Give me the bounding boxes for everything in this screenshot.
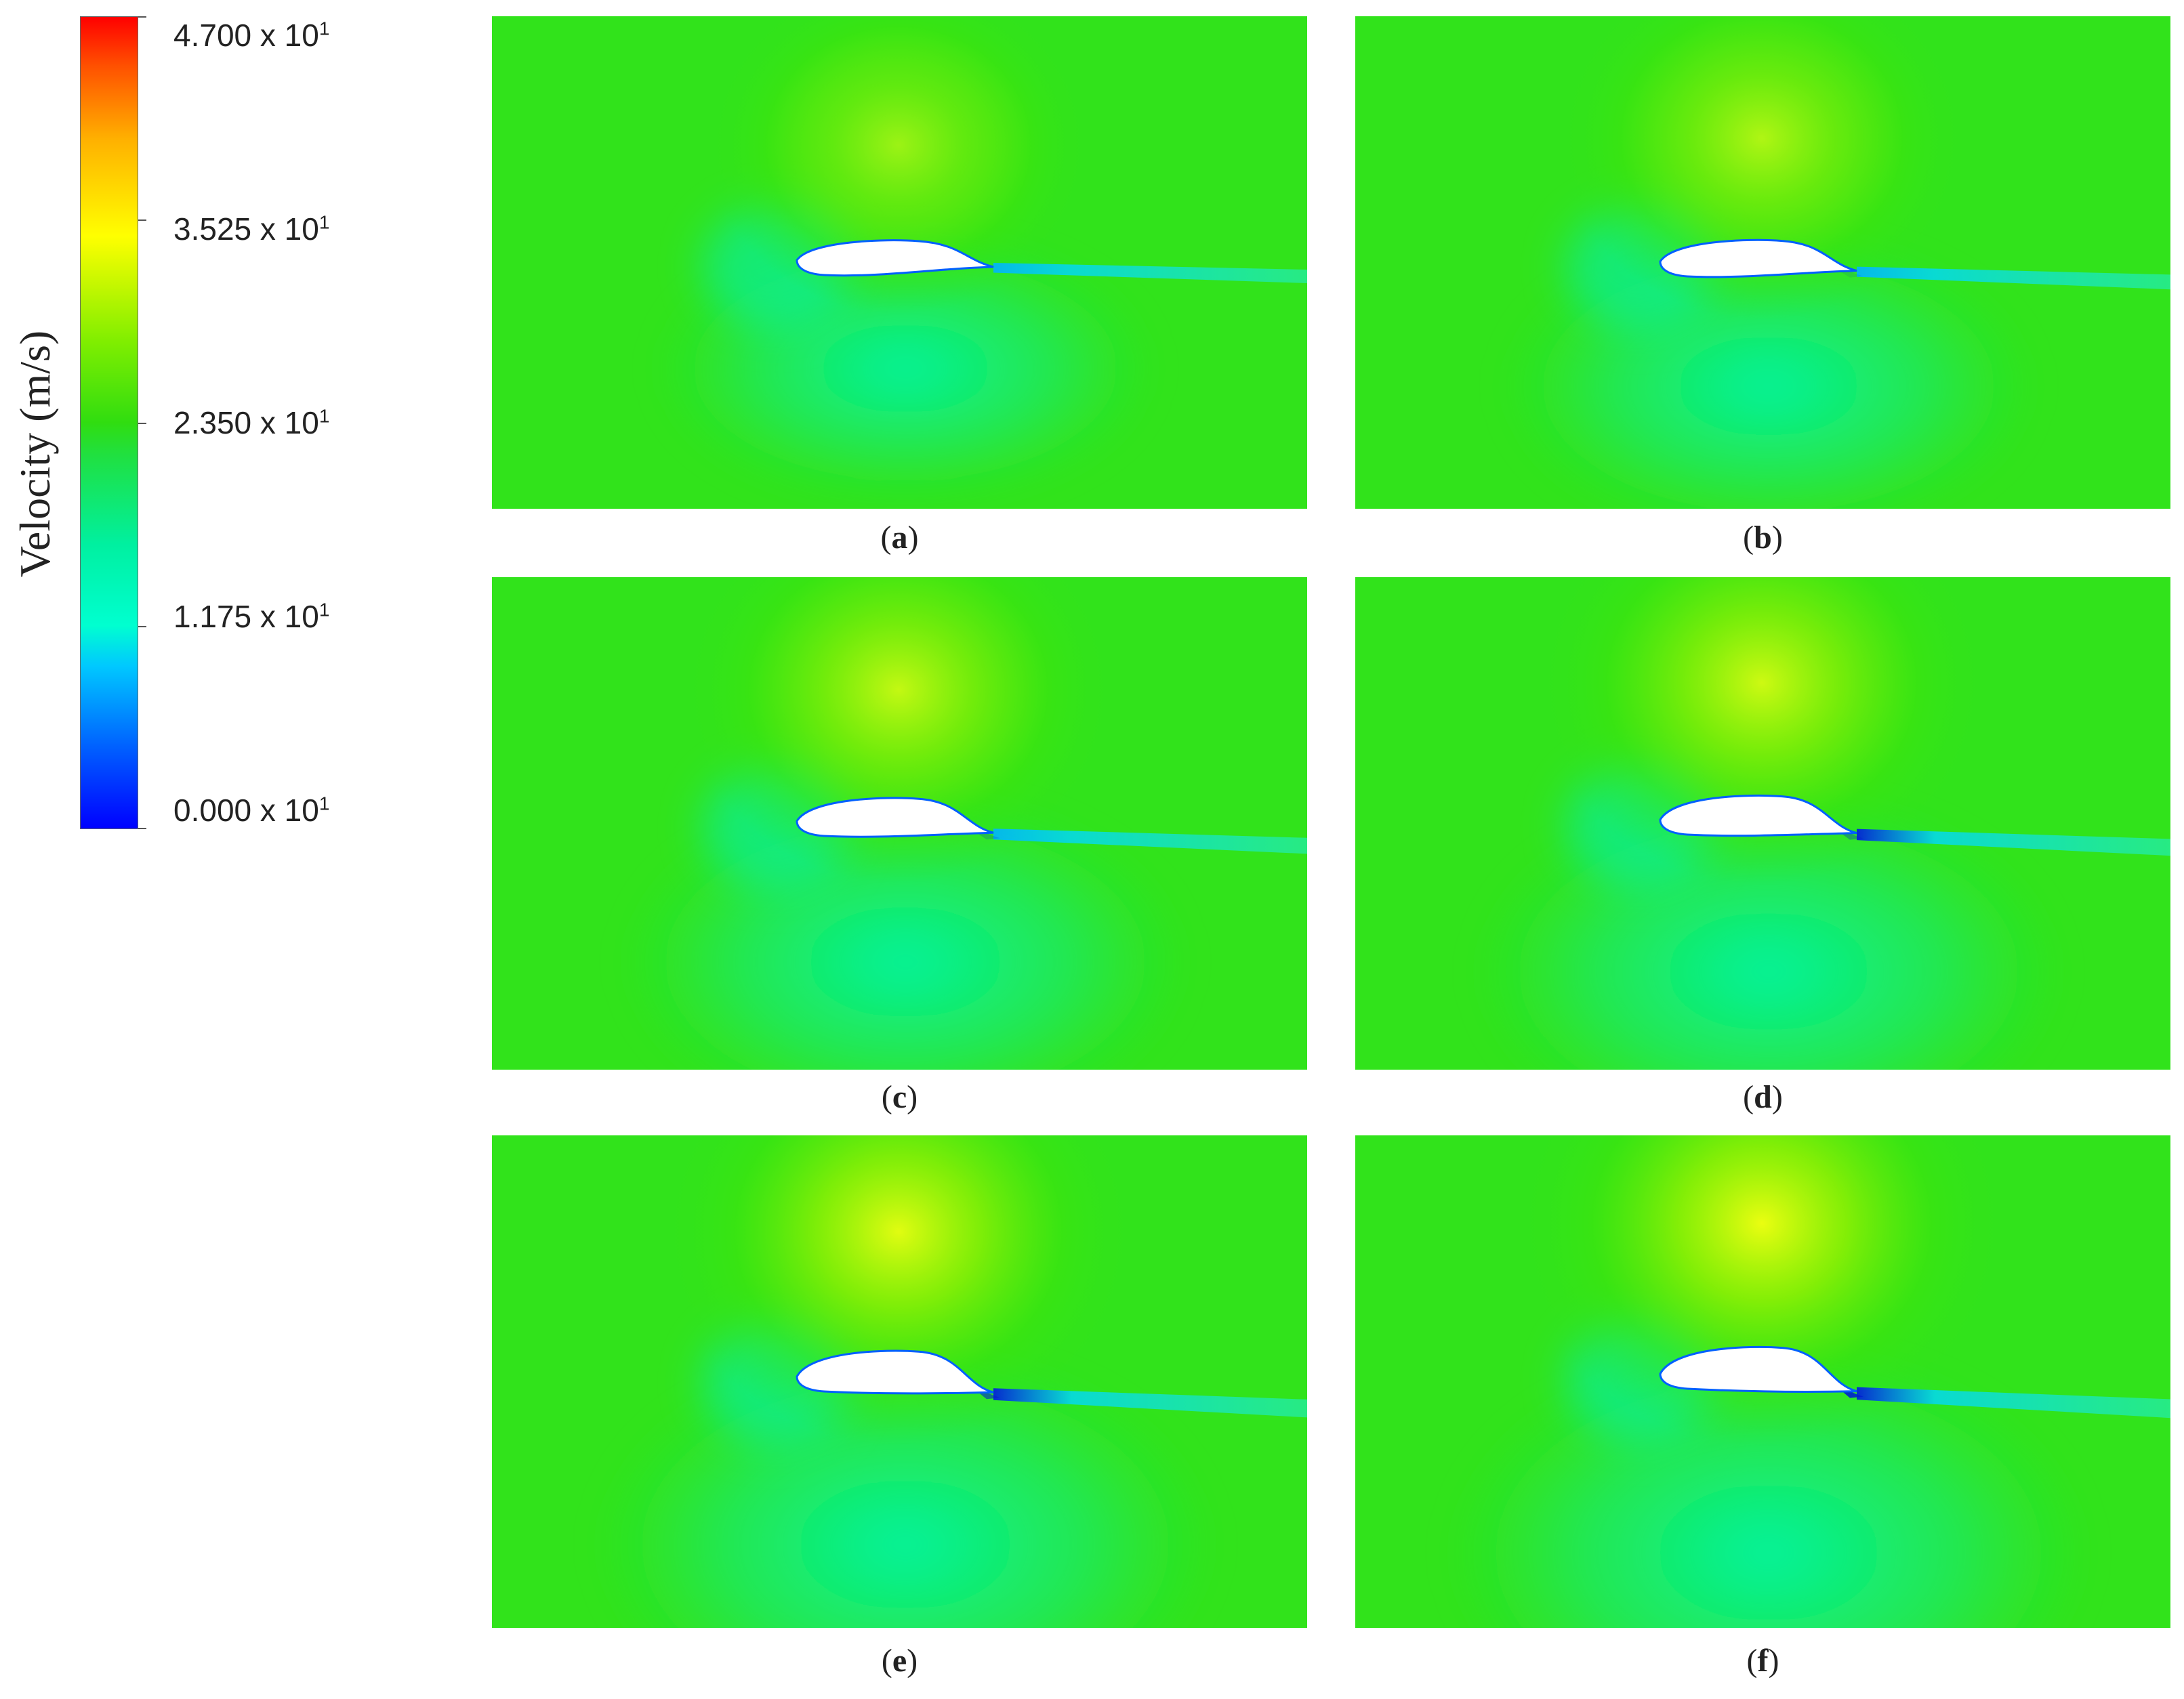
wake-region [1857, 1387, 2170, 1419]
colorbar-tick-label: 1.175 x 101 [173, 599, 330, 634]
velocity-colorbar [80, 16, 138, 829]
wake-region [1857, 828, 2170, 856]
panel-caption-a: (a) [880, 520, 919, 555]
airfoil [1659, 238, 1857, 278]
colorbar-tick [138, 423, 146, 424]
wake-region [993, 263, 1307, 283]
wake-region [993, 1388, 1307, 1418]
airfoil [796, 1349, 994, 1395]
contour-panel-a [492, 16, 1307, 509]
high-velocity-region [1519, 1135, 2004, 1446]
wake-region [1857, 266, 2170, 290]
high-velocity-region [709, 16, 1088, 314]
colorbar-tick [138, 828, 146, 829]
contour-panel-c [492, 577, 1307, 1070]
high-velocity-region [684, 577, 1113, 883]
velocity-contour-plot [492, 16, 1307, 509]
wake-region [993, 828, 1307, 854]
airfoil [1659, 794, 1857, 837]
colorbar-tick [138, 219, 146, 221]
velocity-contour-plot [1355, 1135, 2170, 1628]
velocity-contour-plot [1355, 577, 2170, 1070]
contour-panel-b [1355, 16, 2170, 509]
colorbar-tick [138, 626, 146, 627]
colorbar-tick-label: 4.700 x 101 [173, 18, 330, 53]
airfoil [796, 239, 994, 277]
colorbar-tick-label: 3.525 x 101 [173, 211, 330, 247]
colorbar-tick-label: 2.350 x 101 [173, 405, 330, 440]
velocity-contour-plot [1355, 16, 2170, 509]
colorbar-title: Velocity (m/s) [11, 330, 59, 578]
high-velocity-region [1560, 16, 1964, 320]
high-velocity-region [1540, 577, 1984, 885]
contour-panel-e [492, 1135, 1307, 1628]
panel-caption-e: (e) [881, 1643, 918, 1679]
contour-panel-d [1355, 577, 2170, 1070]
colorbar-tick-label: 0.000 x 101 [173, 793, 330, 828]
panel-caption-f: (f) [1746, 1643, 1779, 1679]
velocity-contour-plot [492, 1135, 1307, 1628]
high-velocity-region [664, 1135, 1133, 1446]
airfoil [796, 797, 994, 838]
colorbar-tick [138, 16, 146, 18]
velocity-contour-plot [492, 577, 1307, 1070]
panel-caption-c: (c) [881, 1079, 918, 1115]
airfoil [1659, 1345, 1857, 1393]
contour-panel-f [1355, 1135, 2170, 1628]
panel-caption-b: (b) [1743, 520, 1783, 555]
panel-caption-d: (d) [1743, 1079, 1783, 1115]
